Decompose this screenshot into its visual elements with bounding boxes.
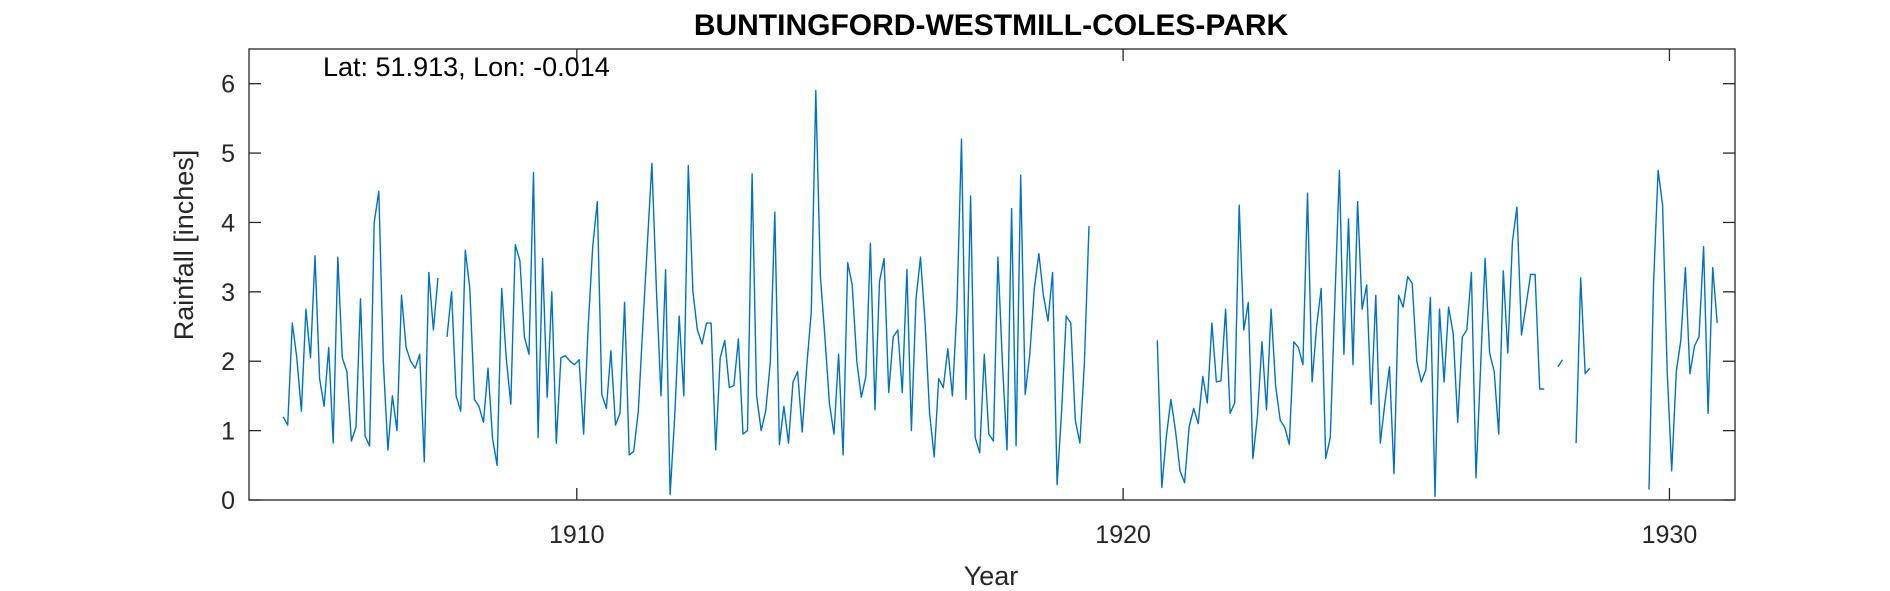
x-axis-label: Year	[964, 561, 1019, 591]
y-tick-label: 1	[221, 418, 235, 446]
y-tick-label: 2	[221, 348, 235, 376]
x-tick-label: 1920	[1095, 521, 1151, 549]
series-segment	[1156, 169, 1545, 498]
plot-area	[248, 48, 1736, 501]
series-segment	[446, 89, 1090, 496]
y-tick-label: 3	[221, 279, 235, 307]
chart-title: BUNTINGFORD-WESTMILL-COLES-PARK	[694, 9, 1289, 42]
series-segment	[1575, 277, 1591, 444]
y-axis-label: Rainfall [inches]	[169, 150, 199, 341]
y-tick-label: 5	[221, 140, 235, 168]
series-segment	[1557, 359, 1564, 368]
series-segment	[282, 190, 439, 463]
x-tick-label: 1910	[549, 521, 605, 549]
x-tick-label: 1930	[1642, 521, 1698, 549]
location-annotation: Lat: 51.913, Lon: -0.014	[323, 52, 610, 82]
y-tick-label: 0	[221, 487, 235, 515]
series-segment	[1648, 169, 1718, 490]
y-tick-label: 4	[221, 209, 235, 237]
y-tick-label: 6	[221, 71, 235, 99]
axis-ticks: 1910 1920 1930 0 1 2 3 4 5 6	[221, 49, 1735, 549]
series-lines	[282, 89, 1718, 498]
plot-frame	[248, 48, 1736, 501]
